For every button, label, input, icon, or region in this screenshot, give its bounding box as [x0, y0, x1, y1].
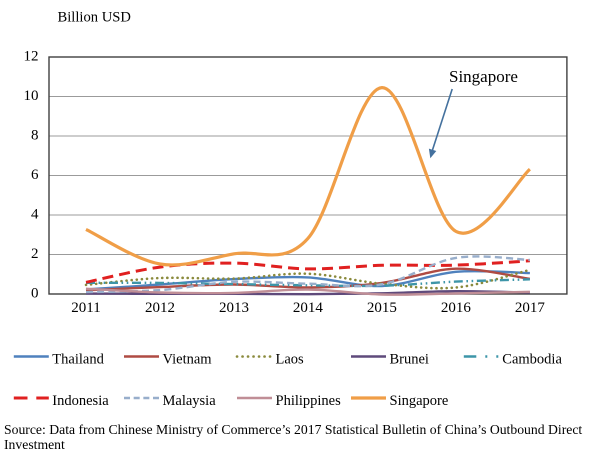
svg-text:2013: 2013: [219, 300, 249, 316]
svg-text:4: 4: [31, 207, 39, 223]
svg-text:Malaysia: Malaysia: [163, 393, 217, 409]
svg-text:Philippines: Philippines: [276, 393, 342, 409]
svg-text:Billion USD: Billion USD: [58, 10, 131, 26]
svg-text:2017: 2017: [515, 300, 546, 316]
svg-text:Singapore: Singapore: [449, 67, 518, 86]
svg-text:2011: 2011: [71, 300, 100, 316]
svg-text:Laos: Laos: [276, 351, 305, 367]
svg-text:12: 12: [24, 49, 39, 65]
svg-text:8: 8: [31, 128, 39, 144]
svg-text:Thailand: Thailand: [52, 351, 104, 367]
svg-text:Indonesia: Indonesia: [52, 393, 109, 409]
svg-text:2: 2: [31, 246, 39, 262]
svg-text:10: 10: [24, 88, 39, 104]
svg-text:Vietnam: Vietnam: [163, 351, 213, 367]
svg-text:6: 6: [31, 167, 39, 183]
svg-text:Investment: Investment: [4, 437, 65, 452]
svg-text:2014: 2014: [293, 300, 324, 316]
svg-text:2015: 2015: [367, 300, 397, 316]
svg-text:Cambodia: Cambodia: [502, 351, 562, 367]
svg-text:Source: Data from Chinese Mini: Source: Data from Chinese Ministry of Co…: [4, 422, 582, 437]
svg-text:Singapore: Singapore: [390, 393, 449, 409]
svg-text:0: 0: [31, 286, 39, 302]
svg-text:2016: 2016: [441, 300, 472, 316]
svg-text:Brunei: Brunei: [390, 351, 429, 367]
svg-text:2012: 2012: [145, 300, 175, 316]
